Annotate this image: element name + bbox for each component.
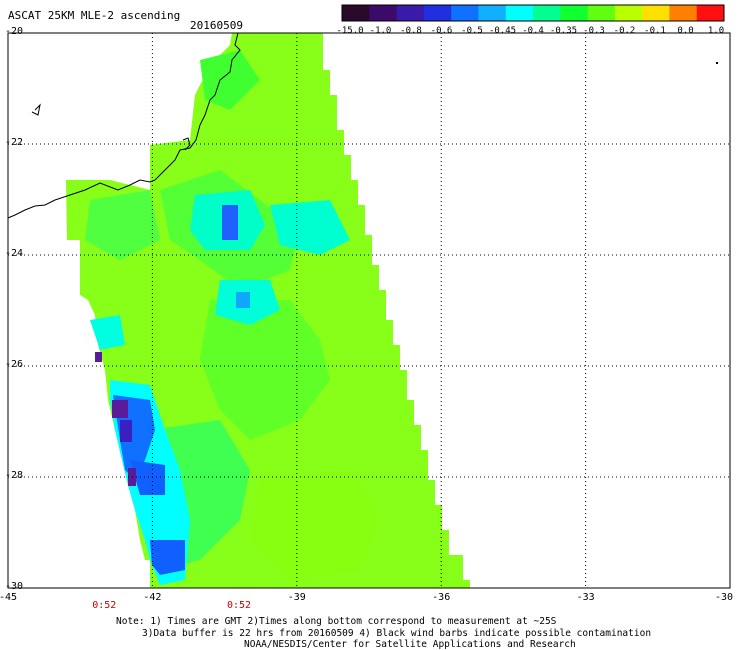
- colorbar-segment: [560, 5, 589, 21]
- lake-outline: [31, 103, 41, 116]
- plot-frame: [7, 32, 731, 589]
- time-label: 0:52: [92, 600, 117, 611]
- colorbar-tick-label: -1.0: [369, 26, 392, 36]
- note-line-2: 3)Data buffer is 22 hrs from 20160509 4)…: [142, 628, 652, 639]
- x-tick-label: -36: [432, 592, 451, 603]
- grid: [8, 33, 730, 588]
- swath-patch: [270, 200, 350, 255]
- coastline-mainland: [7, 32, 241, 219]
- swath-patch: [236, 292, 250, 308]
- colorbar-segment: [451, 5, 479, 21]
- coastline: [7, 32, 241, 219]
- colorbar-segment: [369, 5, 398, 21]
- colorbar-tick-label: -0.45: [488, 26, 517, 36]
- colorbar-segment: [505, 5, 534, 21]
- y-tick-label: -24: [5, 248, 24, 259]
- x-tick-label: -30: [714, 592, 734, 603]
- y-tick-label: -30: [5, 581, 24, 592]
- ascat-swath: [66, 33, 470, 588]
- colorbar-segment: [669, 5, 698, 21]
- colorbar-tick-label: -0.6: [430, 26, 453, 36]
- lagoon-outline: [182, 137, 191, 151]
- colorbar-segment: [533, 5, 561, 21]
- x-tick-label: -42: [143, 592, 162, 603]
- colorbar-segment: [342, 5, 370, 21]
- colorbar: [341, 4, 725, 22]
- colorbar-segment: [696, 5, 725, 21]
- colorbar-tick-label: -0.35: [549, 26, 578, 36]
- colorbar-tick-label: -15.0: [336, 26, 364, 36]
- colorbar-tick-label: -0.1: [644, 26, 666, 36]
- swath-patch: [95, 352, 102, 362]
- y-tick-label: -22: [5, 137, 24, 148]
- colorbar-tick-label: -0.4: [522, 26, 544, 36]
- swath-patch: [250, 470, 380, 580]
- x-tick-label: -45: [0, 592, 18, 603]
- swath-patch: [112, 400, 128, 418]
- map-date: 20160509: [190, 19, 243, 32]
- y-tick-label: -26: [5, 359, 24, 370]
- colorbar-segment: [587, 5, 616, 21]
- colorbar-segment: [614, 5, 643, 21]
- colorbar-border: [341, 4, 725, 22]
- colorbar-tick-label: -0.2: [613, 26, 636, 36]
- swath-patch: [90, 315, 125, 350]
- note-line-1: Note: 1) Times are GMT 2)Times along bot…: [116, 616, 557, 627]
- colorbar-tick-label: -0.8: [400, 26, 422, 36]
- colorbar-tick-label: -0.5: [461, 26, 483, 36]
- swath-patch: [120, 420, 132, 442]
- y-tick-label: -20: [5, 26, 24, 37]
- colorbar-tick-label: 1.0: [707, 26, 725, 36]
- swath-patch: [85, 190, 160, 260]
- x-tick-label: -33: [576, 592, 595, 603]
- swath-patch: [150, 540, 185, 575]
- y-tick-label: -28: [5, 470, 24, 481]
- colorbar-segment: [423, 5, 452, 21]
- time-label: 0:52: [226, 600, 252, 611]
- colorbar-tick-label: 0.0: [677, 26, 694, 36]
- data-dot: [716, 62, 718, 64]
- colorbar-segment: [478, 5, 507, 21]
- note-line-3: NOAA/NESDIS/Center for Satellite Applica…: [244, 639, 576, 650]
- swath-patch: [130, 460, 165, 495]
- swath-patch: [222, 205, 238, 240]
- map-title: ASCAT 25KM MLE-2 ascending: [8, 9, 181, 22]
- colorbar-segment: [396, 5, 425, 21]
- colorbar-segment: [642, 5, 670, 21]
- x-tick-label: -39: [287, 592, 306, 603]
- swath-patch: [200, 300, 330, 440]
- colorbar-tick-label: -0.3: [583, 26, 605, 36]
